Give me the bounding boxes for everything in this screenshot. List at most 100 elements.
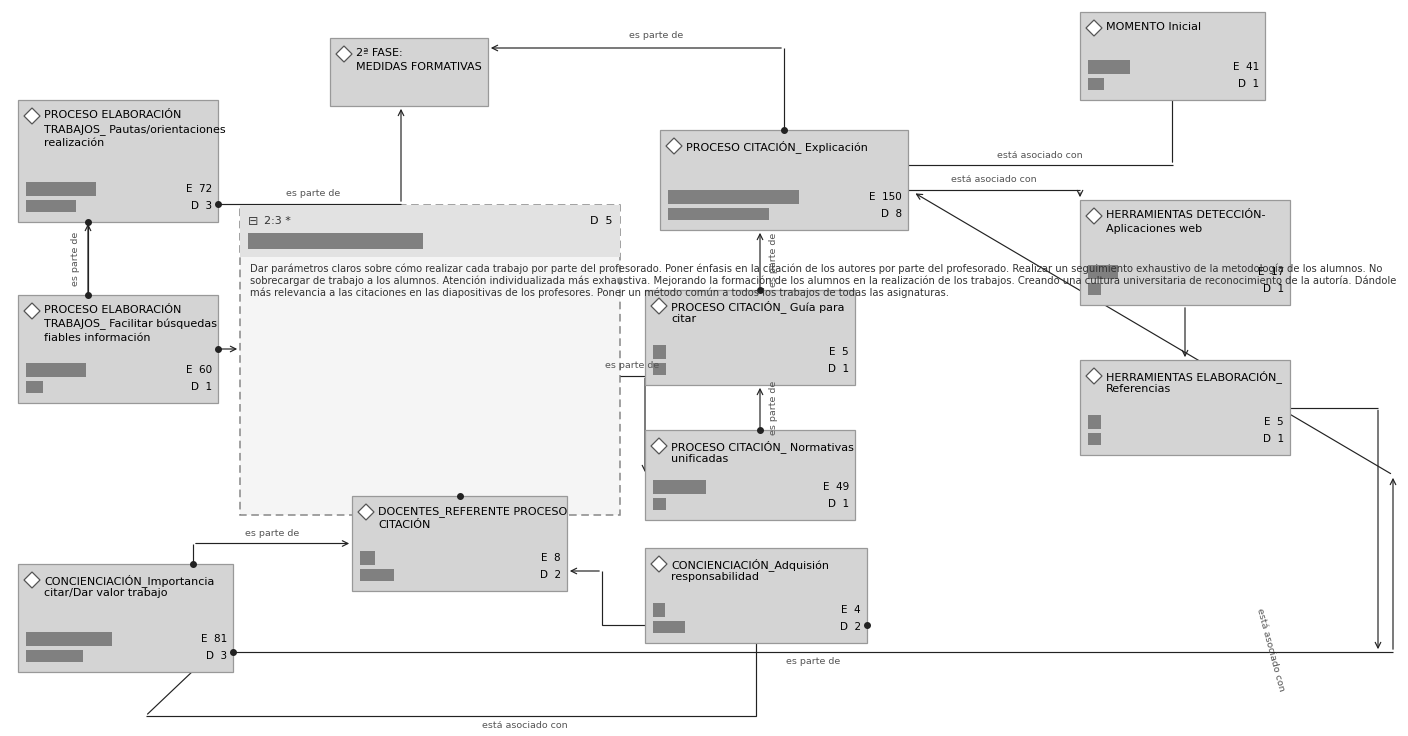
Bar xyxy=(239,205,620,257)
Text: TRABAJOS_ Facilitar búsquedas: TRABAJOS_ Facilitar búsquedas xyxy=(44,319,217,330)
Text: D  1: D 1 xyxy=(1263,284,1284,294)
Text: está asociado con: está asociado con xyxy=(952,175,1036,185)
Bar xyxy=(1088,415,1101,429)
Bar xyxy=(645,430,855,520)
Polygon shape xyxy=(24,303,39,319)
Bar xyxy=(18,100,218,222)
Bar xyxy=(1080,360,1290,455)
Polygon shape xyxy=(358,504,375,520)
Text: E  60: E 60 xyxy=(186,365,213,375)
Bar xyxy=(360,551,376,565)
Bar xyxy=(25,650,83,662)
Text: E  81: E 81 xyxy=(201,634,227,644)
Text: CONCIENCIACIÓN_Importancia: CONCIENCIACIÓN_Importancia xyxy=(44,574,214,587)
Text: D  1: D 1 xyxy=(1263,434,1284,444)
Bar xyxy=(25,182,96,196)
Text: es parte de: es parte de xyxy=(72,231,80,286)
Bar xyxy=(18,295,218,403)
Text: D  3: D 3 xyxy=(191,201,213,211)
Bar xyxy=(25,363,86,377)
Text: unificadas: unificadas xyxy=(672,454,728,464)
Text: E  5: E 5 xyxy=(829,347,849,357)
Text: D  5: D 5 xyxy=(590,216,612,226)
Text: es parte de: es parte de xyxy=(605,361,659,370)
Text: E  150: E 150 xyxy=(869,192,903,202)
Polygon shape xyxy=(650,556,667,572)
Text: 2ª FASE:: 2ª FASE: xyxy=(356,48,403,58)
Text: PROCESO CITACIÓN_ Guía para: PROCESO CITACIÓN_ Guía para xyxy=(672,300,845,313)
Polygon shape xyxy=(1086,208,1102,224)
Bar xyxy=(25,632,113,646)
Text: D  1: D 1 xyxy=(828,499,849,509)
Bar xyxy=(653,480,705,494)
Text: MEDIDAS FORMATIVAS: MEDIDAS FORMATIVAS xyxy=(356,62,482,72)
Text: E  17: E 17 xyxy=(1257,267,1284,277)
Text: citar/Dar valor trabajo: citar/Dar valor trabajo xyxy=(44,588,168,598)
Text: Dar parámetros claros sobre cómo realizar cada trabajo por parte del profesorado: Dar parámetros claros sobre cómo realiza… xyxy=(251,263,1397,298)
Bar xyxy=(653,621,684,633)
Text: PROCESO CITACIÓN_ Explicación: PROCESO CITACIÓN_ Explicación xyxy=(686,140,867,153)
Text: Aplicaciones web: Aplicaciones web xyxy=(1107,224,1202,234)
Text: E  5: E 5 xyxy=(1264,417,1284,427)
Bar xyxy=(239,205,620,515)
Text: ⊟: ⊟ xyxy=(248,215,259,228)
Polygon shape xyxy=(24,108,39,124)
Text: D  8: D 8 xyxy=(881,209,903,219)
Polygon shape xyxy=(666,138,681,154)
Text: PROCESO ELABORACIÓN: PROCESO ELABORACIÓN xyxy=(44,110,182,120)
Bar xyxy=(25,200,76,212)
Text: está asociado con: está asociado con xyxy=(482,721,567,731)
Text: E  72: E 72 xyxy=(186,184,213,194)
Bar xyxy=(667,190,798,204)
Polygon shape xyxy=(650,438,667,454)
Text: DOCENTES_REFERENTE PROCESO: DOCENTES_REFERENTE PROCESO xyxy=(377,506,567,517)
Bar xyxy=(653,363,666,375)
Text: D  2: D 2 xyxy=(539,570,560,580)
Text: CONCIENCIACIÓN_Adquisión: CONCIENCIACIÓN_Adquisión xyxy=(672,558,829,571)
Bar xyxy=(653,345,666,359)
Bar xyxy=(360,569,394,581)
Text: 2:3 *: 2:3 * xyxy=(265,216,291,226)
Polygon shape xyxy=(1086,368,1102,384)
Bar xyxy=(1080,200,1290,305)
Text: D  1: D 1 xyxy=(828,364,849,374)
Bar xyxy=(1088,78,1104,90)
Text: Referencias: Referencias xyxy=(1107,384,1171,394)
Text: E  4: E 4 xyxy=(842,605,862,615)
Polygon shape xyxy=(650,298,667,314)
Text: PROCESO ELABORACIÓN: PROCESO ELABORACIÓN xyxy=(44,305,182,315)
Bar xyxy=(25,381,42,393)
Text: TRABAJOS_ Pautas/orientaciones: TRABAJOS_ Pautas/orientaciones xyxy=(44,124,225,135)
Bar xyxy=(660,130,908,230)
Bar xyxy=(1088,283,1101,295)
Text: D  3: D 3 xyxy=(206,651,227,661)
Bar xyxy=(329,38,489,106)
Text: responsabilidad: responsabilidad xyxy=(672,572,759,582)
Bar xyxy=(645,290,855,385)
Text: está asociado con: está asociado con xyxy=(997,150,1083,160)
Text: E  8: E 8 xyxy=(541,553,560,563)
Bar xyxy=(667,208,769,220)
Text: D  1: D 1 xyxy=(191,382,213,392)
Text: citar: citar xyxy=(672,314,696,324)
Text: E  49: E 49 xyxy=(822,482,849,492)
Text: es parte de: es parte de xyxy=(245,529,300,538)
Polygon shape xyxy=(337,46,352,62)
Bar xyxy=(1088,433,1101,445)
Text: es parte de: es parte de xyxy=(786,657,841,667)
Bar xyxy=(653,498,666,510)
Text: CITACIÓN: CITACIÓN xyxy=(377,520,431,530)
Bar xyxy=(18,564,232,672)
Text: MOMENTO Inicial: MOMENTO Inicial xyxy=(1107,22,1201,32)
Polygon shape xyxy=(24,572,39,588)
Bar xyxy=(1088,265,1118,279)
Bar xyxy=(352,496,567,591)
Text: D  2: D 2 xyxy=(841,622,862,632)
Bar xyxy=(653,603,665,617)
Bar xyxy=(645,548,867,643)
Text: PROCESO CITACIÓN_ Normativas: PROCESO CITACIÓN_ Normativas xyxy=(672,440,853,453)
Bar xyxy=(1088,60,1131,74)
Text: fiables información: fiables información xyxy=(44,333,151,343)
Text: HERRAMIENTAS DETECCIÓN-: HERRAMIENTAS DETECCIÓN- xyxy=(1107,210,1266,220)
Text: está asociado con: está asociado con xyxy=(1255,607,1286,693)
